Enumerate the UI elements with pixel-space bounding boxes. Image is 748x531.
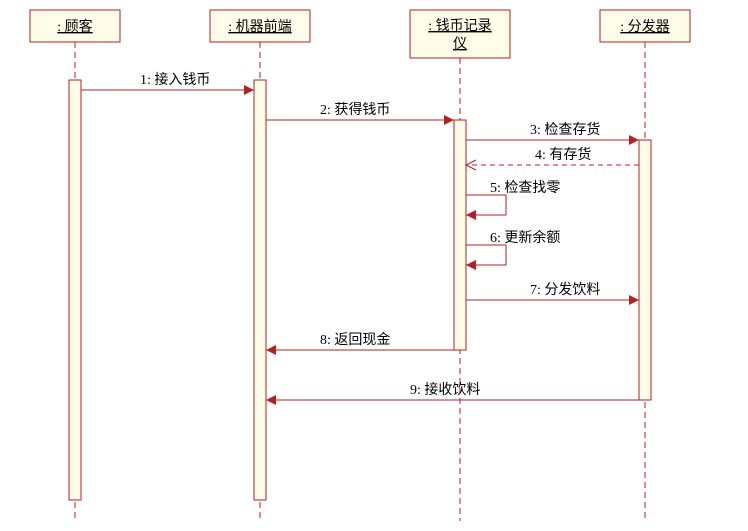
- arrowhead: [244, 85, 254, 95]
- participant-label-dispenser: : 分发器: [620, 19, 669, 35]
- message-label-6: 6: 更新余额: [490, 229, 560, 246]
- arrowhead: [629, 135, 639, 145]
- activation-frontend: [254, 80, 266, 500]
- message-label-5: 5: 检查找零: [490, 180, 560, 196]
- activation-recorder: [454, 120, 466, 350]
- participant-label-frontend: : 机器前端: [228, 18, 291, 35]
- participant-label-recorder-2: 仪: [453, 37, 467, 52]
- activation-customer: [69, 80, 81, 500]
- message-label-2: 2: 获得钱币: [320, 101, 390, 118]
- message-label-9: 9: 接收饮料: [410, 381, 480, 398]
- participant-label-recorder-1: : 钱币记录: [428, 18, 491, 34]
- sequence-diagram: : 顾客 : 机器前端 : 钱币记录仪 : 分发器 1: 接入钱币 2: 获得钱币 3…: [0, 0, 748, 531]
- message-label-1: 1: 接入钱币: [140, 71, 210, 88]
- message-label-4: 4: 有存货: [535, 146, 591, 163]
- arrowhead: [466, 210, 476, 220]
- arrowhead: [266, 395, 276, 405]
- arrowhead: [444, 115, 454, 125]
- message-label-3: 3: 检查存货: [530, 121, 600, 138]
- arrowhead: [466, 260, 476, 270]
- message-label-8: 8: 返回现金: [320, 332, 390, 348]
- arrowhead: [266, 345, 276, 355]
- participant-label-customer: : 顾客: [57, 18, 92, 35]
- arrowhead: [629, 295, 639, 305]
- activation-dispenser: [639, 140, 651, 400]
- message-label-7: 7: 分发饮料: [530, 282, 600, 298]
